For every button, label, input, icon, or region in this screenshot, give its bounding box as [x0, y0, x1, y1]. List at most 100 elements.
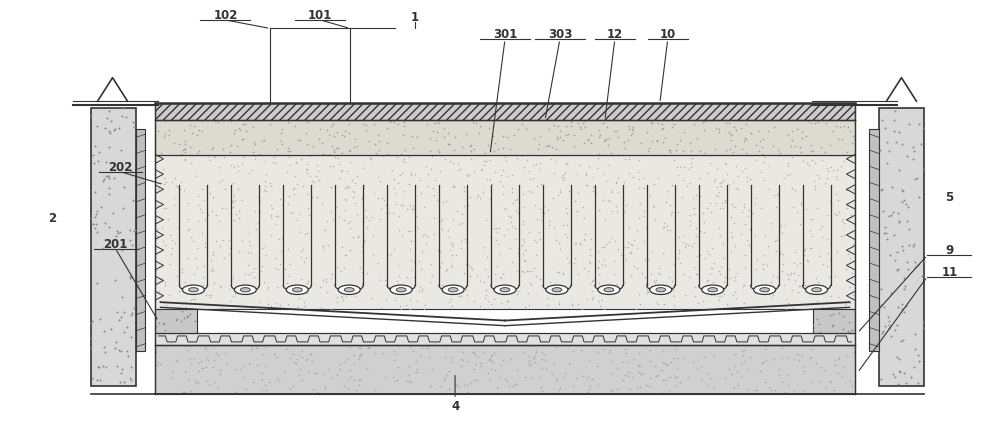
- Point: [499, 134, 515, 141]
- Point: [676, 129, 692, 136]
- Point: [495, 182, 511, 189]
- Point: [168, 317, 184, 323]
- Point: [319, 288, 335, 295]
- Point: [771, 365, 787, 372]
- Point: [901, 121, 917, 127]
- Point: [206, 154, 222, 160]
- Point: [177, 299, 193, 305]
- Point: [629, 264, 645, 271]
- Point: [403, 237, 419, 244]
- Point: [234, 136, 250, 143]
- Point: [127, 227, 143, 233]
- Point: [453, 293, 469, 299]
- Point: [905, 144, 921, 151]
- Point: [765, 292, 781, 299]
- Point: [279, 345, 295, 352]
- Point: [656, 300, 672, 307]
- Point: [156, 133, 172, 140]
- Point: [334, 132, 350, 139]
- Point: [386, 119, 402, 126]
- Point: [433, 218, 449, 224]
- Point: [321, 132, 337, 139]
- Point: [489, 384, 505, 390]
- Point: [388, 189, 404, 196]
- Point: [680, 373, 696, 380]
- Point: [346, 352, 362, 359]
- Point: [217, 186, 233, 193]
- Point: [876, 303, 892, 310]
- Point: [792, 144, 808, 151]
- Point: [282, 385, 298, 392]
- Point: [602, 346, 618, 353]
- Point: [557, 231, 573, 238]
- Point: [906, 241, 922, 248]
- Point: [647, 289, 663, 296]
- Circle shape: [598, 285, 620, 294]
- Point: [504, 172, 520, 179]
- Point: [386, 356, 402, 363]
- Point: [680, 242, 696, 248]
- Point: [263, 231, 279, 238]
- Point: [277, 265, 293, 272]
- Point: [671, 249, 687, 256]
- Point: [395, 201, 411, 208]
- Circle shape: [396, 287, 406, 292]
- Point: [709, 165, 725, 172]
- Point: [450, 159, 466, 166]
- Point: [804, 233, 820, 239]
- Point: [225, 204, 241, 211]
- Point: [620, 369, 636, 376]
- Point: [389, 376, 405, 383]
- Point: [727, 243, 743, 250]
- Point: [184, 130, 200, 136]
- Point: [833, 163, 849, 169]
- Point: [235, 121, 251, 128]
- Circle shape: [344, 287, 354, 292]
- Point: [792, 282, 808, 289]
- Point: [417, 230, 433, 237]
- Point: [657, 135, 673, 142]
- Point: [346, 189, 362, 196]
- Point: [247, 140, 263, 147]
- Point: [528, 272, 544, 279]
- Point: [200, 300, 216, 307]
- Point: [659, 222, 675, 229]
- Point: [638, 224, 654, 231]
- Point: [190, 359, 206, 366]
- Point: [889, 322, 905, 329]
- Point: [823, 163, 839, 170]
- Point: [509, 291, 525, 298]
- Point: [371, 137, 387, 144]
- Point: [177, 141, 193, 148]
- Point: [624, 129, 640, 136]
- Point: [708, 124, 724, 131]
- Bar: [155, 309, 197, 333]
- Point: [119, 347, 135, 354]
- Point: [822, 378, 838, 384]
- Point: [637, 343, 653, 350]
- Point: [749, 256, 765, 263]
- Point: [300, 205, 316, 211]
- Point: [585, 184, 601, 190]
- Point: [597, 262, 613, 269]
- Point: [493, 172, 509, 179]
- Point: [123, 274, 139, 281]
- Point: [796, 279, 812, 286]
- Point: [669, 355, 685, 362]
- Point: [279, 279, 295, 286]
- Point: [173, 150, 189, 157]
- Point: [648, 372, 664, 379]
- Point: [872, 146, 888, 153]
- Point: [151, 183, 167, 190]
- Point: [798, 205, 814, 212]
- Point: [309, 389, 325, 396]
- Point: [164, 369, 180, 375]
- Point: [217, 350, 233, 356]
- Point: [800, 258, 816, 265]
- Point: [84, 317, 100, 324]
- Point: [756, 153, 772, 160]
- Point: [342, 147, 358, 154]
- Point: [182, 121, 198, 128]
- Point: [539, 295, 555, 302]
- Point: [753, 169, 769, 175]
